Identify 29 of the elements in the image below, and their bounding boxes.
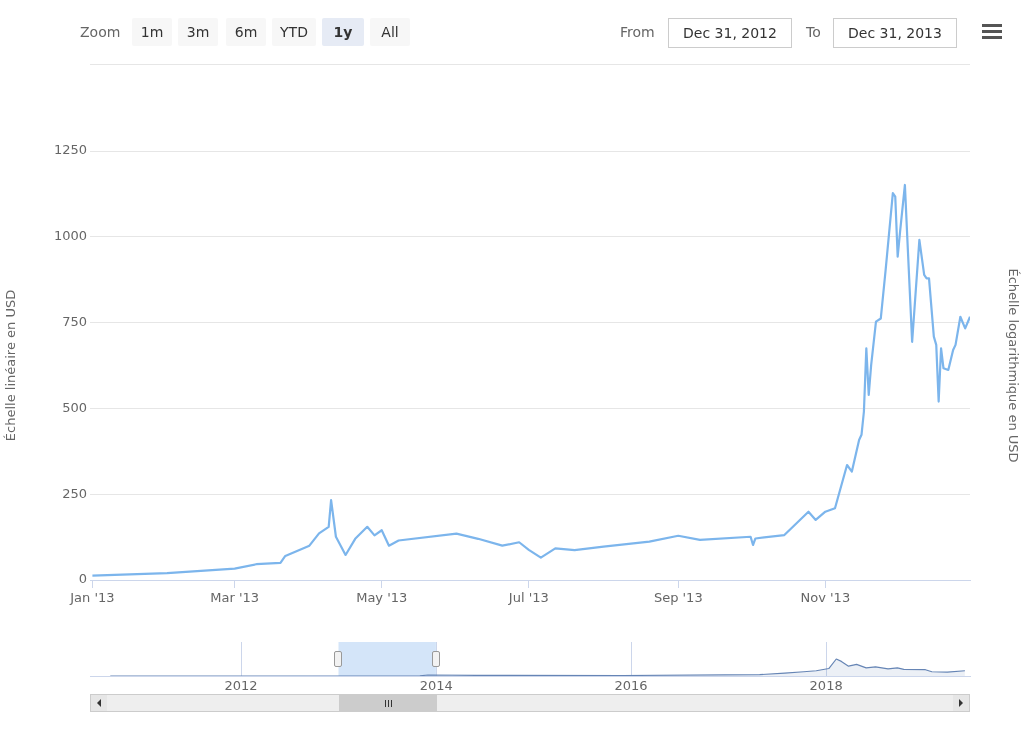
y-tick-label: 1250: [53, 142, 87, 158]
y-tick-label: 1000: [53, 228, 87, 244]
y-axis-title: Échelle linéaire en USD: [3, 289, 19, 442]
y-tick-label: 750: [62, 313, 87, 329]
y2-axis-title: Échelle logarithmique en USD: [1005, 268, 1021, 463]
x-tick-label: Sep '13: [653, 590, 703, 606]
zoom-button: 3m: [178, 18, 218, 46]
y-tick-label: 500: [62, 399, 87, 415]
zoom-button: 1y: [322, 18, 364, 46]
x-tick-label: 2012: [224, 678, 258, 694]
zoom-button: 1m: [132, 18, 172, 46]
y-tick-label: 0: [78, 571, 87, 587]
text: Zoom: [80, 23, 121, 42]
x-tick-label: Jan '13: [69, 590, 115, 606]
x-tick-label: Nov '13: [800, 590, 851, 606]
y-tick-label: 250: [62, 485, 87, 501]
zoom-button: All: [370, 18, 410, 46]
date-field: Dec 31, 2012: [668, 18, 792, 48]
zoom-button: YTD: [272, 18, 316, 46]
x-tick-label: Mar '13: [210, 590, 260, 606]
x-tick-label: 2018: [809, 678, 843, 694]
x-tick-label: Jul '13: [507, 590, 549, 606]
x-tick-label: 2014: [419, 678, 453, 694]
date-field: Dec 31, 2013: [833, 18, 957, 48]
text: From: [620, 23, 655, 42]
text: To: [806, 23, 821, 42]
x-tick-label: May '13: [356, 590, 408, 606]
x-tick-label: 2016: [614, 678, 648, 694]
zoom-button: 6m: [226, 18, 266, 46]
